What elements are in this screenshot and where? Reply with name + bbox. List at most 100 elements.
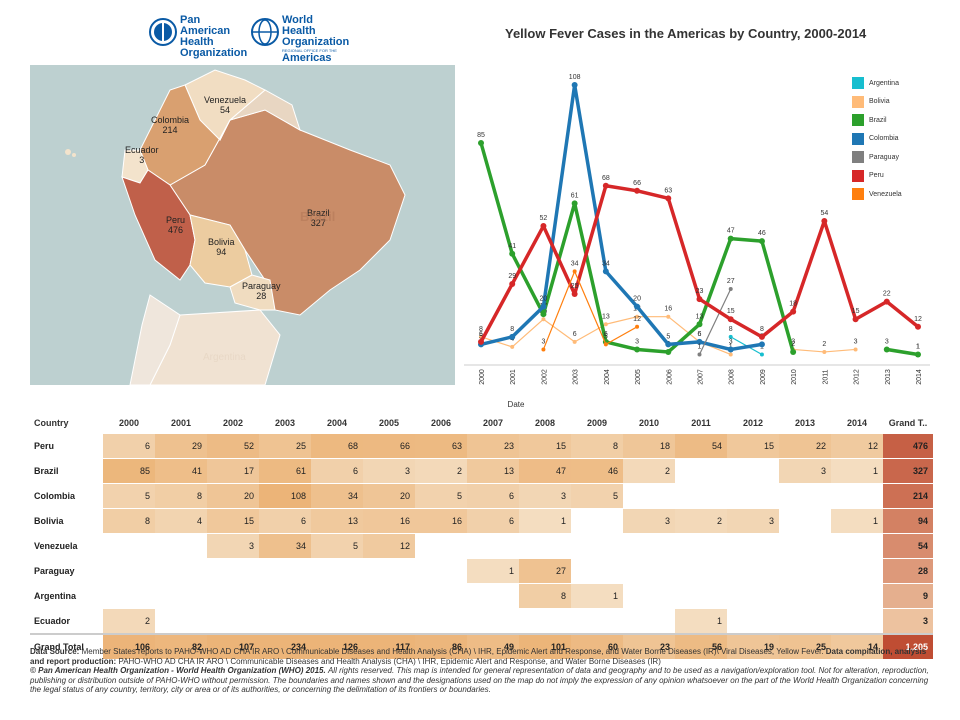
row-country-cell: Ecuador [30, 608, 103, 635]
map-label-brazil[interactable]: Brazil 327 [307, 208, 330, 228]
who-emblem-icon [251, 18, 279, 46]
column-header-year[interactable]: 2008 [534, 418, 556, 428]
data-point-colombia [758, 341, 765, 348]
table-row[interactable]: Venezuela 3 34 5 12 54 [30, 533, 933, 559]
value-cell: 2 [623, 458, 675, 484]
column-header-year[interactable]: 2002 [222, 418, 244, 428]
column-header-year[interactable]: 2003 [274, 418, 296, 428]
column-header-grand-total[interactable]: Grand T.. [888, 418, 928, 428]
data-label-brazil: 3 [635, 338, 639, 345]
column-header-year[interactable]: 2007 [482, 418, 504, 428]
map-label-paraguay[interactable]: Paraguay 28 [242, 281, 281, 301]
row-country-cell: Peru [30, 434, 103, 459]
data-point-peru [790, 308, 797, 315]
data-table: Country 2000 2001 2002 2003 2004 2005 2006 2007 2… [30, 412, 933, 660]
map-label-name: Venezuela [204, 95, 247, 105]
value-cell [831, 608, 883, 635]
value-cell: 15 [207, 508, 259, 534]
data-point-colombia [540, 303, 547, 310]
data-label-argentina: 8 [729, 326, 733, 333]
line-chart: 2000 2001 2002 2003 2004 2005 2006 2007 2008 2009… [456, 65, 932, 410]
legend-item-peru[interactable]: Peru [852, 167, 902, 186]
value-cell [727, 583, 779, 609]
legend-swatch [852, 188, 864, 201]
data-label-peru: 8 [760, 326, 764, 333]
map-label-colombia[interactable]: Colombia 214 [151, 115, 189, 135]
column-header-year[interactable]: 2011 [691, 418, 711, 428]
data-point-peru [478, 338, 484, 345]
value-cell: 4 [155, 508, 207, 534]
value-cell: 126 [311, 633, 363, 660]
value-cell: 61 [259, 458, 311, 484]
value-cell: 12 [363, 533, 415, 559]
map-label-bolivia[interactable]: Bolivia 94 [208, 237, 235, 257]
value-cell: 3 [623, 508, 675, 534]
legend-item-bolivia[interactable]: Bolivia [852, 93, 902, 112]
table-row[interactable]: Colombia 5 8 20 108 34 20 5 6 3 5 214 [30, 483, 933, 509]
data-label-peru: 68 [602, 175, 610, 182]
legend-item-colombia[interactable]: Colombia [852, 130, 902, 149]
value-cell: 2 [103, 608, 155, 635]
value-cell: 52 [207, 434, 259, 459]
value-cell: 23 [467, 434, 519, 459]
column-header-country[interactable]: Country [34, 418, 69, 428]
map-label-ecuador[interactable]: Ecuador 3 [125, 145, 159, 165]
who-line1: World Health [282, 14, 316, 37]
data-point-venezuela [572, 269, 577, 274]
map-label-venezuela[interactable]: Venezuela 54 [204, 95, 246, 115]
value-cell: 1 [571, 583, 623, 609]
table-row[interactable]: Ecuador 2 1 3 [30, 608, 933, 635]
data-point-colombia [602, 268, 609, 275]
x-tick-label: 2011 [822, 369, 829, 384]
table-row-grand-total[interactable]: Grand Total 106 82 107 234 126 117 86 49 101 60 23 5… [30, 633, 933, 660]
value-cell [727, 483, 779, 509]
value-cell: 29 [155, 434, 207, 459]
row-country-cell: Paraguay [30, 558, 103, 584]
table-row[interactable]: Paraguay 1 27 28 [30, 558, 933, 584]
column-header-year[interactable]: 2006 [430, 418, 452, 428]
legend-item-argentina[interactable]: Argentina [852, 74, 902, 93]
value-cell [311, 608, 363, 635]
x-tick-label: 2008 [729, 369, 736, 385]
table-row[interactable]: Brazil 85 41 17 61 6 3 2 13 47 46 2 3 1 327 [30, 458, 933, 484]
x-axis-title: Date [508, 400, 525, 409]
data-point-brazil [915, 351, 921, 358]
total-cell: 9 [883, 583, 933, 609]
column-header-year[interactable]: 2009 [586, 418, 608, 428]
data-point-brazil [634, 346, 641, 353]
data-label-bolivia: 8 [479, 326, 483, 333]
map-label-value: 3 [139, 155, 145, 165]
value-cell: 18 [623, 434, 675, 459]
value-cell: 107 [207, 633, 259, 660]
column-header-year[interactable]: 2010 [638, 418, 660, 428]
map-label-peru[interactable]: Peru 476 [166, 215, 185, 235]
data-point-peru [727, 316, 734, 323]
column-header-year[interactable]: 2004 [326, 418, 348, 428]
data-label-peru: 15 [852, 308, 860, 315]
legend-item-brazil[interactable]: Brazil [852, 111, 902, 130]
table-row[interactable]: Argentina 8 1 9 [30, 583, 933, 609]
column-header-year[interactable]: 2012 [742, 418, 764, 428]
x-tick-label: 2012 [854, 369, 861, 385]
data-point-bolivia [728, 352, 733, 357]
column-header-year[interactable]: 2013 [794, 418, 816, 428]
data-label-peru: 52 [540, 215, 548, 222]
column-header-year[interactable]: 2001 [170, 418, 192, 428]
data-label-bolivia: 2 [822, 341, 826, 348]
column-header-year[interactable]: 2000 [118, 418, 140, 428]
legend-item-paraguay[interactable]: Paraguay [852, 148, 902, 167]
data-point-bolivia [510, 344, 515, 349]
total-cell: 476 [883, 434, 933, 459]
value-cell [675, 583, 727, 609]
data-point-paraguay [728, 287, 733, 292]
table-row[interactable]: Peru 6 29 52 25 68 66 63 23 15 8 18 54 15 22 12 476 [30, 434, 933, 459]
total-cell: 94 [883, 508, 933, 534]
column-header-year[interactable]: 2014 [846, 418, 868, 428]
table-row[interactable]: Bolivia 8 4 15 6 13 16 16 6 1 3 2 3 1 94 [30, 508, 933, 534]
value-cell [415, 533, 467, 559]
row-country-cell: Colombia [30, 483, 103, 509]
value-cell [467, 583, 519, 609]
value-cell: 66 [363, 434, 415, 459]
legend-item-venezuela[interactable]: Venezuela [852, 185, 902, 204]
column-header-year[interactable]: 2005 [378, 418, 400, 428]
